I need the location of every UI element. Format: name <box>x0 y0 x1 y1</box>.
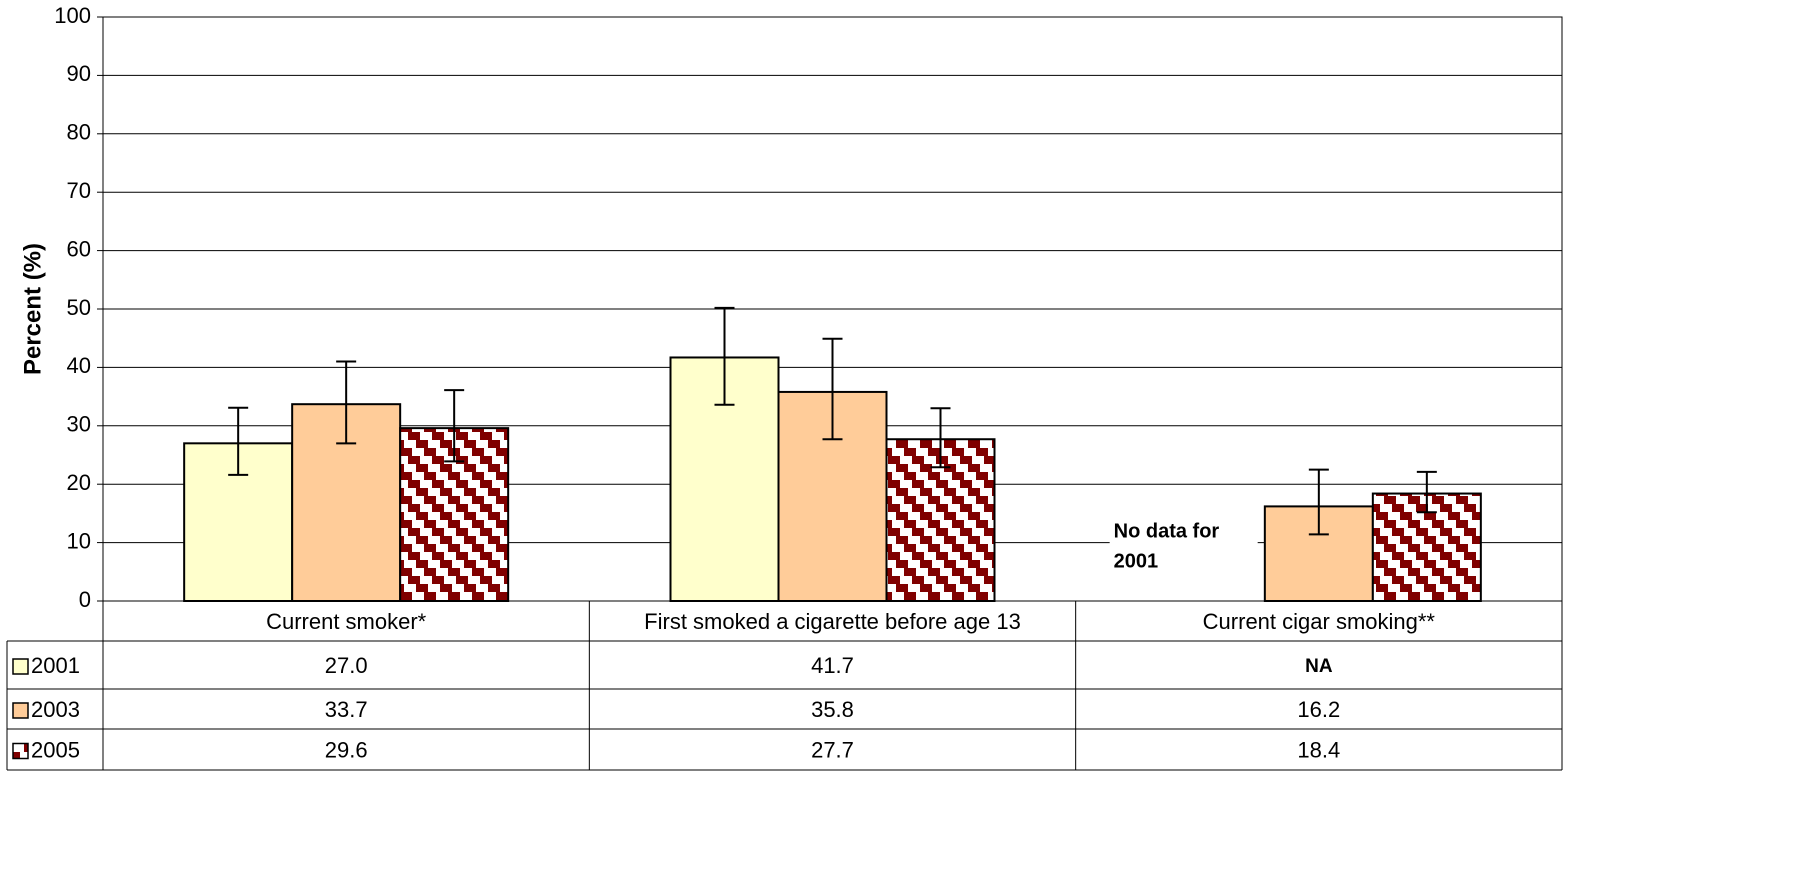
y-tick-label: 90 <box>67 61 91 86</box>
y-axis-title: Percent (%) <box>19 243 46 375</box>
legend-label: 2003 <box>31 697 80 722</box>
table-value: 29.6 <box>325 737 368 762</box>
y-tick-label: 10 <box>67 528 91 553</box>
table-value: NA <box>1305 656 1333 677</box>
table-value: 27.7 <box>811 737 854 762</box>
table-value: 41.7 <box>811 653 854 678</box>
y-tick-label: 60 <box>67 236 91 261</box>
y-tick-label: 40 <box>67 353 91 378</box>
y-tick-label: 30 <box>67 412 91 437</box>
legend-label: 2005 <box>31 737 80 762</box>
table-value: 35.8 <box>811 697 854 722</box>
table-value: 27.0 <box>325 653 368 678</box>
x-tick-label: First smoked a cigarette before age 13 <box>644 609 1021 634</box>
y-tick-label: 50 <box>67 295 91 320</box>
annotation: 2001 <box>1114 550 1159 572</box>
legend-key <box>12 658 29 675</box>
y-tick-label: 0 <box>79 587 91 612</box>
legend-key <box>12 742 29 760</box>
annotation: No data for <box>1114 520 1220 542</box>
y-tick-label: 70 <box>67 178 91 203</box>
table-value: 16.2 <box>1297 697 1340 722</box>
table-value: 33.7 <box>325 697 368 722</box>
y-tick-label: 100 <box>54 3 91 28</box>
y-tick-label: 20 <box>67 470 91 495</box>
table-value: 18.4 <box>1297 737 1340 762</box>
annotation-backdrop <box>1109 507 1258 599</box>
x-tick-label: Current cigar smoking** <box>1203 609 1436 634</box>
x-tick-label: Current smoker* <box>266 609 427 634</box>
y-tick-label: 80 <box>67 120 91 145</box>
legend-key <box>12 702 29 719</box>
legend-label: 2001 <box>31 653 80 678</box>
